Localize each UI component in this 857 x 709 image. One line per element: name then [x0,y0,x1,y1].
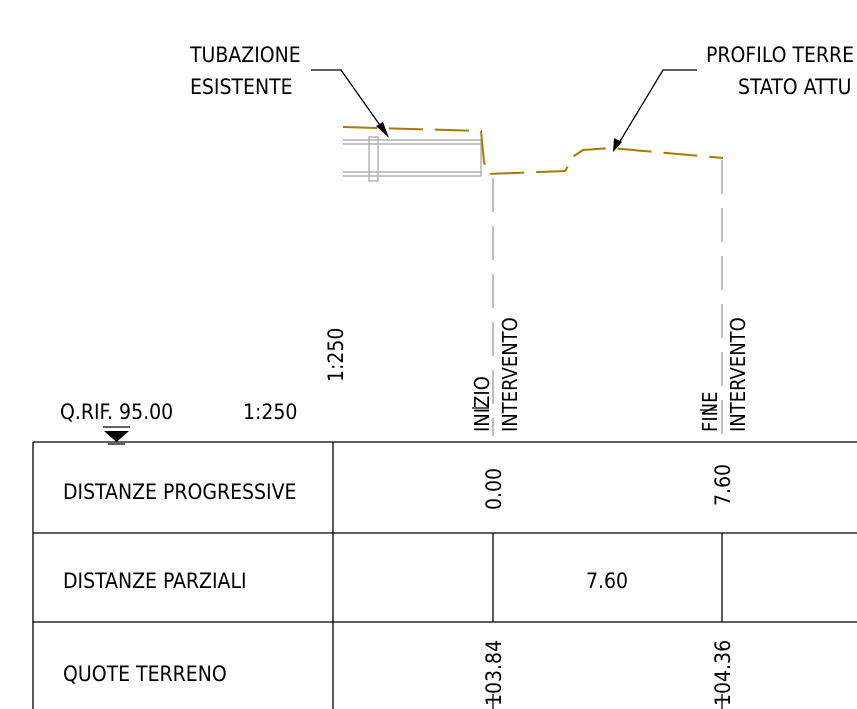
pipe-leader-arrow-icon [376,122,389,138]
partial-distance-value: 7.60 [586,569,628,593]
end-label-line1: FINE [698,392,722,432]
ground-leader [613,69,697,152]
start-label-line1: INIZIO [470,376,494,432]
reference-level-label: Q.RIF. 95.00 [60,400,173,424]
progressive-value: 7.60 [711,464,735,506]
ground-elevation-value: 103.84 [482,640,506,706]
profile-table [32,441,857,709]
reference-level-marker-icon [103,426,130,445]
pipe-label-line2: ESISTENTE [190,75,293,99]
ground-profile-line [342,126,724,176]
existing-pipe [343,136,482,182]
row-header-ground: QUOTE TERRENO [63,662,227,686]
pipe-label-line1: TUBAZIONE [189,43,301,67]
end-label-line2: INTERVENTO [726,317,750,432]
ground-leader-arrow-icon [613,138,622,152]
ground-elevation-value: 104.36 [711,640,735,706]
ground-label-line1: PROFILO TERRE [706,43,854,67]
ground-label-line2: STATO ATTU [738,75,851,99]
horizontal-scale-label: 1:250 [243,400,297,424]
row-header-progressive: DISTANZE PROGRESSIVE [63,480,296,504]
vertical-scale-label: 1:250 [324,328,348,382]
row-header-partial: DISTANZE PARZIALI [63,569,247,593]
progressive-value: 0.00 [482,468,506,510]
pipe-leader [311,69,389,138]
start-label-line2: INTERVENTO [498,317,522,432]
